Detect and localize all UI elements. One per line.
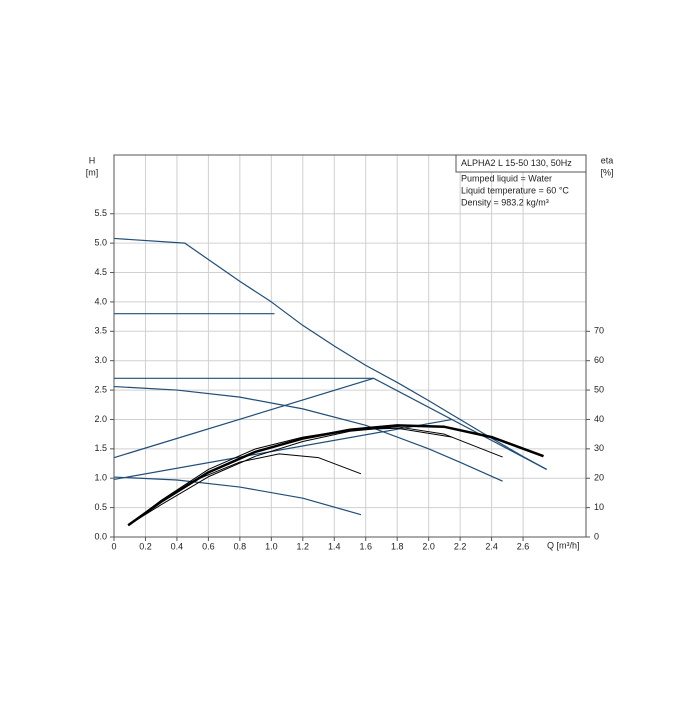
y-unit: [m] <box>86 167 99 177</box>
info-text: Pumped liquid = Water <box>461 173 552 183</box>
info-text: Density = 983.2 kg/m³ <box>461 197 549 207</box>
curve <box>113 377 374 459</box>
y-tick-label: 5.5 <box>94 208 107 218</box>
curve <box>113 418 453 480</box>
y-tick-label: 3.0 <box>94 355 107 365</box>
y-tick-label: 5.0 <box>94 238 107 248</box>
y2-tick-label: 50 <box>594 384 604 394</box>
x-tick-label: 2.6 <box>517 541 530 551</box>
y2-tick-label: 0 <box>594 531 599 541</box>
y2-tick-label: 40 <box>594 414 604 424</box>
curve <box>113 476 362 516</box>
y2-tick-label: 30 <box>594 443 604 453</box>
y-tick-label: 0.5 <box>94 502 107 512</box>
x-tick-label: 1.8 <box>391 541 404 551</box>
y2-unit: [%] <box>600 167 613 177</box>
x-tick-label: 2.4 <box>485 541 498 551</box>
x-tick-label: 1.4 <box>328 541 341 551</box>
curve <box>127 424 544 527</box>
y2-tick-label: 10 <box>594 502 604 512</box>
y-tick-label: 1.5 <box>94 443 107 453</box>
curve <box>127 426 503 526</box>
y-tick-label: 4.5 <box>94 267 107 277</box>
x-tick-label: 0.8 <box>234 541 247 551</box>
info-text: ALPHA2 L 15-50 130, 50Hz <box>461 158 572 168</box>
y-tick-label: 3.5 <box>94 326 107 336</box>
x-tick-label: 1.2 <box>297 541 310 551</box>
x-tick-label: 2.2 <box>454 541 467 551</box>
curve <box>127 427 453 526</box>
y-label: H <box>89 155 96 165</box>
plot-frame <box>113 154 587 538</box>
x-tick-label: 0.6 <box>202 541 215 551</box>
x-tick-label: 1.6 <box>359 541 372 551</box>
x-tick-label: 0.4 <box>171 541 184 551</box>
x-tick-label: 0.2 <box>139 541 152 551</box>
y-tick-label: 0.0 <box>94 531 107 541</box>
info-box-title <box>455 154 587 173</box>
curve <box>127 453 362 526</box>
x-label: Q [m³/h] <box>547 540 580 550</box>
x-tick-label: 1.0 <box>265 541 278 551</box>
curve <box>114 377 547 470</box>
y2-tick-label: 20 <box>594 473 604 483</box>
x-tick-label: 2.0 <box>422 541 435 551</box>
y-tick-label: 1.0 <box>94 473 107 483</box>
y-tick-label: 2.0 <box>94 414 107 424</box>
y2-tick-label: 70 <box>594 326 604 336</box>
y-tick-label: 4.0 <box>94 296 107 306</box>
y2-label: eta <box>601 155 614 165</box>
curve <box>113 385 503 482</box>
y-tick-label: 2.5 <box>94 384 107 394</box>
y2-tick-label: 60 <box>594 355 604 365</box>
info-text: Liquid temperature = 60 °C <box>461 185 569 195</box>
x-tick-label: 0 <box>111 541 116 551</box>
